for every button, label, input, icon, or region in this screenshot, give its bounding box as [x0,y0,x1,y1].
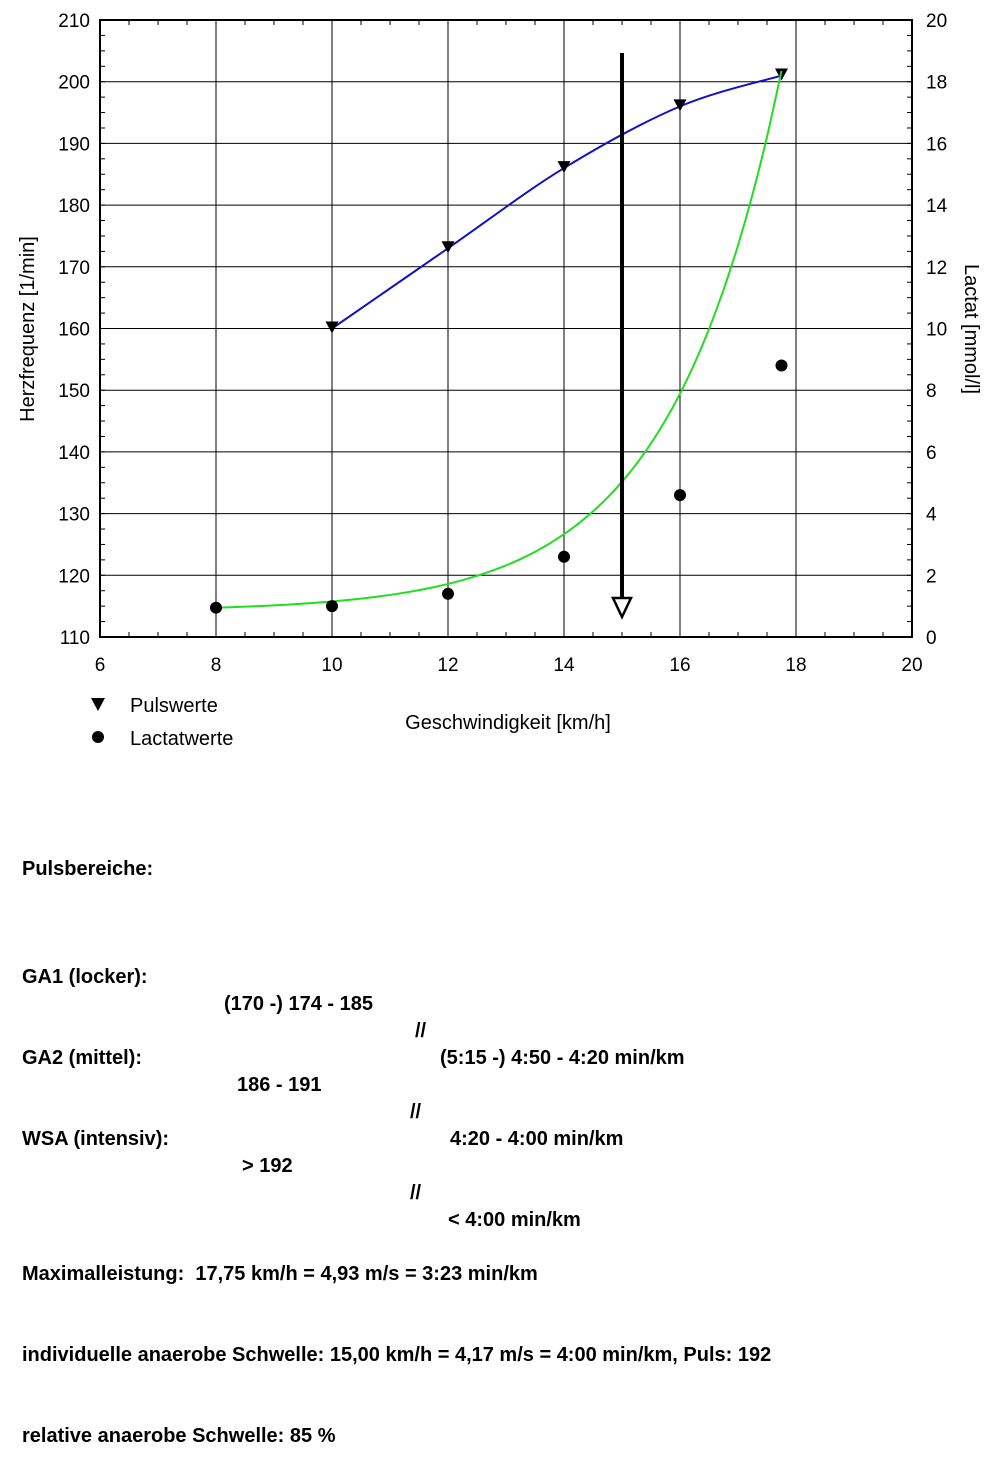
y-right-tick-label: 14 [926,196,948,217]
legend: Pulswerte Lactatwerte [91,695,233,750]
lactate-point [558,550,570,563]
zone-pace: < 4:00 min/km [448,1209,581,1231]
plot-frame [99,19,913,638]
zone-row: GA2 (mittel): 186 - 191 // 4:20 - 4:00 m… [22,1018,982,1150]
y-left-tick-label: 120 [58,566,90,587]
y-right-tick-label: 8 [926,381,937,402]
pulse-point [673,99,687,112]
zone-name: WSA (intensiv): [22,1128,170,1150]
y-right-tick-label: 10 [926,320,947,341]
pulse-point [441,241,455,254]
anaerobic-threshold: individuelle anaerobe Schwelle: 15,00 km… [22,1344,772,1366]
y-right-tick-label: 16 [926,134,947,155]
threshold-marker-layer [611,53,633,620]
y-left-tick-label: 210 [58,11,90,32]
y-left-tick-label: 160 [58,320,90,341]
x-tick-label: 10 [321,655,342,676]
y-right-tick-label: 4 [926,505,937,526]
x-tick-label: 14 [553,655,575,676]
y-right-tick-label: 18 [926,73,947,94]
y-right-axis-title: Lactat [mmol/l] [960,264,982,394]
x-axis-title: Geschwindigkeit [km/h] [405,712,611,734]
y-right-tick-label: 2 [926,566,937,587]
series-line-pulswerte [331,74,782,330]
legend-circle-icon [92,731,104,743]
grid-lines [99,19,913,638]
zone-pace: 4:20 - 4:00 min/km [450,1128,624,1150]
tick-labels: 6 8 10 12 14 16 18 2011012013014015016017018019… [58,11,947,676]
lactate-point [442,587,454,600]
y-left-tick-label: 170 [58,258,90,279]
y-right-tick-label: 12 [926,258,947,279]
x-tick-label: 6 [95,655,106,676]
zone-pulse: 186 - 191 [237,1074,322,1096]
summary-heading: Pulsbereiche: [22,858,154,880]
zone-pace: (5:15 -) 4:50 - 4:20 min/km [440,1047,685,1069]
lactate-heart-rate-chart: 6 8 10 12 14 16 18 2011012013014015016017018019… [17,11,982,750]
zone-row: WSA (intensiv): > 192 // < 4:00 min/km [22,1099,982,1231]
legend-label-pulswerte: Pulswerte [130,695,218,717]
x-tick-label: 8 [211,655,222,676]
y-left-tick-label: 110 [60,628,90,649]
lactate-point [210,601,222,614]
zone-name: GA1 (locker): [22,966,148,988]
y-right-tick-label: 20 [926,11,947,32]
zone-name: GA2 (mittel): [22,1047,142,1069]
y-left-axis-title: Herzfrequenz [1/min] [17,236,39,422]
series-layer [210,68,788,614]
pulse-point [557,161,571,174]
y-left-tick-label: 150 [58,381,90,402]
y-right-tick-label: 0 [926,628,937,649]
lactate-point [674,489,686,502]
zone-separator: // [415,1020,427,1042]
zone-row: GA1 (locker): (170 -) 174 - 185 // (5:15… [22,937,982,1069]
lactate-point [326,600,338,613]
y-left-tick-label: 180 [58,196,90,217]
zone-pulse: (170 -) 174 - 185 [224,993,373,1015]
series-line-lactatwerte [215,70,783,609]
y-right-tick-label: 6 [926,443,937,464]
x-tick-label: 16 [669,655,690,676]
max-performance: Maximalleistung: 17,75 km/h = 4,93 m/s =… [22,1263,538,1285]
zone-pulse: > 192 [242,1155,293,1177]
y-left-tick-label: 130 [58,505,90,526]
legend-label-lactatwerte: Lactatwerte [130,728,233,750]
y-left-tick-label: 190 [58,134,90,155]
summary-block: Pulsbereiche: GA1 (locker): (170 -) 174 … [22,802,982,1477]
threshold-arrow-head [611,596,633,620]
zone-separator: // [410,1182,422,1204]
y-left-tick-label: 200 [58,73,90,94]
relative-threshold: relative anaerobe Schwelle: 85 % [22,1425,336,1447]
x-tick-label: 18 [785,655,806,676]
axes [99,19,913,638]
x-tick-label: 12 [437,655,458,676]
pulse-point [325,321,339,334]
lactate-point [775,359,788,372]
legend-triangle-icon [91,698,105,711]
y-left-tick-label: 140 [58,443,90,464]
x-tick-label: 20 [901,655,922,676]
